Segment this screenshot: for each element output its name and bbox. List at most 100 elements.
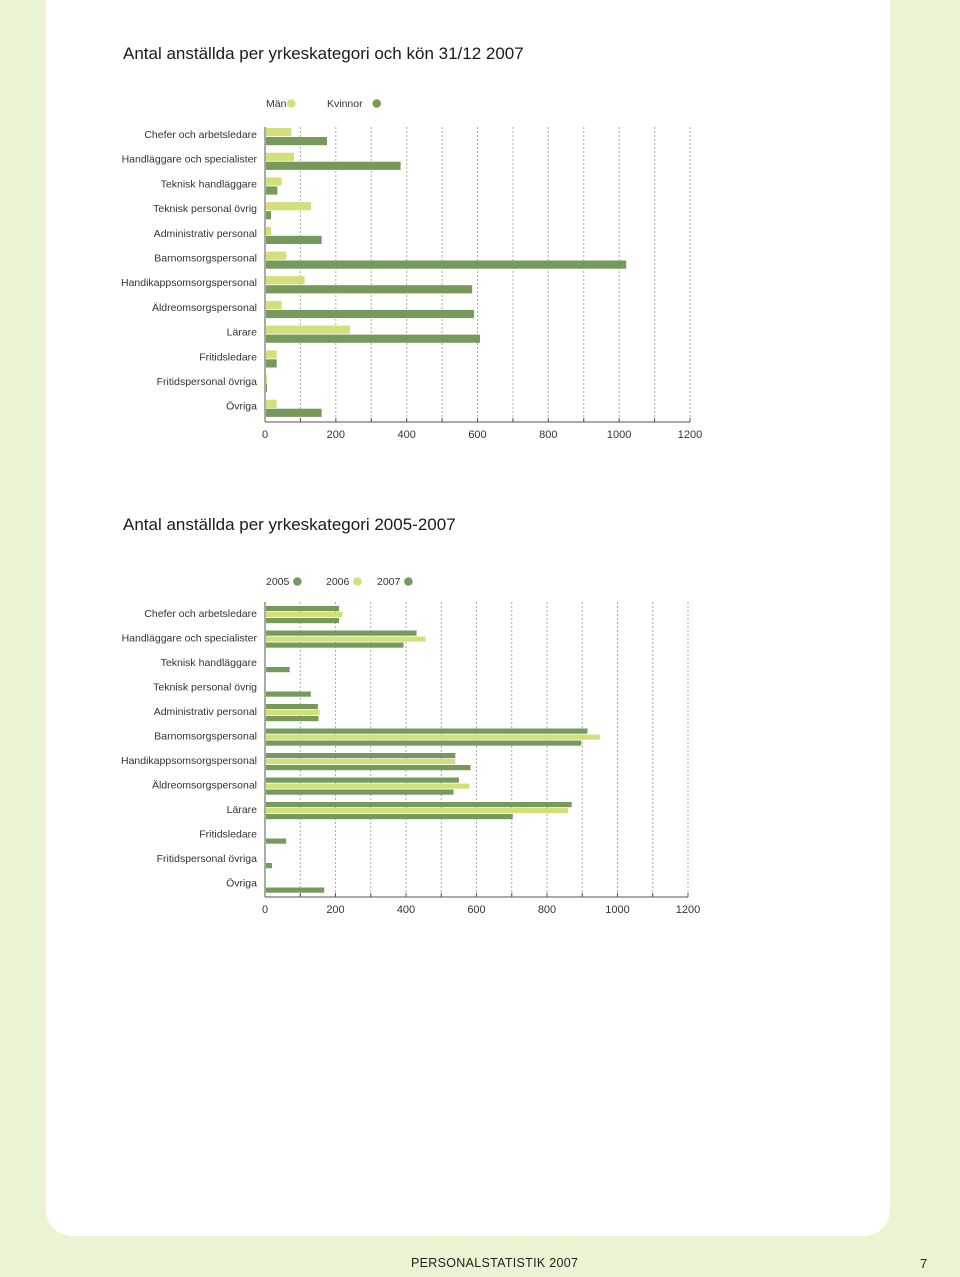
bar-män xyxy=(266,375,267,384)
x-tick-label: 0 xyxy=(262,904,268,916)
bar-2005 xyxy=(266,777,459,783)
bar-2007 xyxy=(266,863,273,869)
bar-2007 xyxy=(266,716,319,722)
bar-män xyxy=(266,300,282,310)
x-tick-label: 0 xyxy=(262,429,268,441)
legend-swatch-kvinnor xyxy=(372,99,382,108)
bar-2006 xyxy=(266,759,456,765)
category-label: Handläggare och specialister xyxy=(122,154,258,166)
category-label: Lärare xyxy=(227,804,258,816)
bar-män xyxy=(266,251,287,260)
legend-label-män: Män xyxy=(266,98,287,110)
bar-2007 xyxy=(266,814,513,820)
x-tick-label: 200 xyxy=(327,429,345,441)
x-tick-label: 1000 xyxy=(607,429,631,441)
bar-män xyxy=(266,202,312,211)
legend-swatch-män xyxy=(287,99,296,108)
bar-2005 xyxy=(266,704,318,710)
bar-2007 xyxy=(266,691,311,697)
bar-2005 xyxy=(266,606,340,612)
bar-2006 xyxy=(266,710,320,716)
bar-2005 xyxy=(266,802,572,808)
category-label: Chefer och arbetsledare xyxy=(144,608,257,620)
category-label: Administrativ personal xyxy=(154,228,257,240)
bar-kvinnor xyxy=(266,186,278,195)
chart-1-title: Antal anställda per yrkeskategori och kö… xyxy=(123,44,524,63)
bar-män xyxy=(266,177,282,186)
bar-kvinnor xyxy=(266,384,267,393)
bar-kvinnor xyxy=(266,408,322,417)
bar-män xyxy=(266,128,292,137)
bar-kvinnor xyxy=(266,235,322,244)
x-tick-label: 400 xyxy=(397,904,415,916)
category-label: Äldreomsorgspersonal xyxy=(152,780,257,792)
legend-swatch-2007 xyxy=(404,577,413,586)
bar-2007 xyxy=(266,667,290,673)
footer-publication-title: PERSONALSTATISTIK 2007 xyxy=(411,1256,579,1270)
footer-page-number: 7 xyxy=(920,1256,928,1271)
bar-2006 xyxy=(266,783,470,789)
category-label: Teknisk personal övrig xyxy=(153,682,257,694)
bar-kvinnor xyxy=(266,309,474,319)
category-label: Chefer och arbetsledare xyxy=(144,129,257,141)
category-label: Teknisk personal övrig xyxy=(153,203,257,215)
bar-2007 xyxy=(266,765,471,771)
x-tick-label: 1000 xyxy=(605,904,629,916)
category-label: Äldreomsorgspersonal xyxy=(152,302,257,314)
x-tick-label: 200 xyxy=(326,904,344,916)
bar-2007 xyxy=(266,838,287,844)
category-label: Handikappsomsorgspersonal xyxy=(121,755,257,767)
x-tick-label: 600 xyxy=(467,904,485,916)
category-label: Barnomsorgspersonal xyxy=(154,253,257,265)
category-label: Teknisk handläggare xyxy=(161,178,257,190)
legend-label-2005: 2005 xyxy=(266,576,290,588)
category-label: Fritidsledare xyxy=(199,351,257,363)
x-tick-label: 1200 xyxy=(678,429,702,441)
page-card xyxy=(46,0,890,1236)
bar-kvinnor xyxy=(266,285,473,294)
bar-2005 xyxy=(266,753,456,759)
legend-label-2007: 2007 xyxy=(377,576,401,588)
x-tick-label: 600 xyxy=(468,429,486,441)
legend-swatch-2005 xyxy=(293,577,302,586)
legend-swatch-2006 xyxy=(353,577,362,586)
bar-2005 xyxy=(266,728,588,734)
bar-kvinnor xyxy=(266,334,480,343)
category-label: Övriga xyxy=(226,401,257,413)
bar-2007 xyxy=(266,740,582,746)
bar-2007 xyxy=(266,789,454,795)
legend-label-2006: 2006 xyxy=(326,576,350,588)
bar-kvinnor xyxy=(266,211,272,220)
category-label: Teknisk handläggare xyxy=(161,657,257,669)
category-label: Administrativ personal xyxy=(154,706,257,718)
bar-män xyxy=(266,399,277,408)
x-tick-label: 800 xyxy=(539,429,557,441)
category-label: Fritidspersonal övriga xyxy=(157,853,258,865)
bar-män xyxy=(266,350,277,359)
category-label: Handikappsomsorgspersonal xyxy=(121,277,257,289)
bar-2007 xyxy=(266,642,404,648)
x-tick-label: 800 xyxy=(538,904,556,916)
bar-2007 xyxy=(266,618,340,624)
category-label: Barnomsorgspersonal xyxy=(154,731,257,743)
bar-2006 xyxy=(266,612,343,618)
bar-kvinnor xyxy=(266,161,401,170)
bar-2007 xyxy=(266,887,325,893)
x-tick-label: 1200 xyxy=(676,904,700,916)
bar-kvinnor xyxy=(266,359,277,368)
category-label: Övriga xyxy=(226,878,257,890)
bar-2005 xyxy=(266,630,417,636)
x-tick-label: 400 xyxy=(397,429,415,441)
bar-kvinnor xyxy=(266,137,327,146)
bar-män xyxy=(266,152,295,161)
bar-2006 xyxy=(266,734,600,740)
bar-2006 xyxy=(266,636,426,642)
bar-män xyxy=(266,276,305,285)
legend-label-kvinnor: Kvinnor xyxy=(327,98,363,110)
bar-kvinnor xyxy=(266,260,627,269)
chart-1-gender-by-category: 0 200 400 600 800 1000 1200 Chefer och arbetsle… xyxy=(121,98,702,441)
bar-män xyxy=(266,226,272,235)
category-label: Handläggare och specialister xyxy=(122,633,258,645)
bar-män xyxy=(266,325,350,334)
